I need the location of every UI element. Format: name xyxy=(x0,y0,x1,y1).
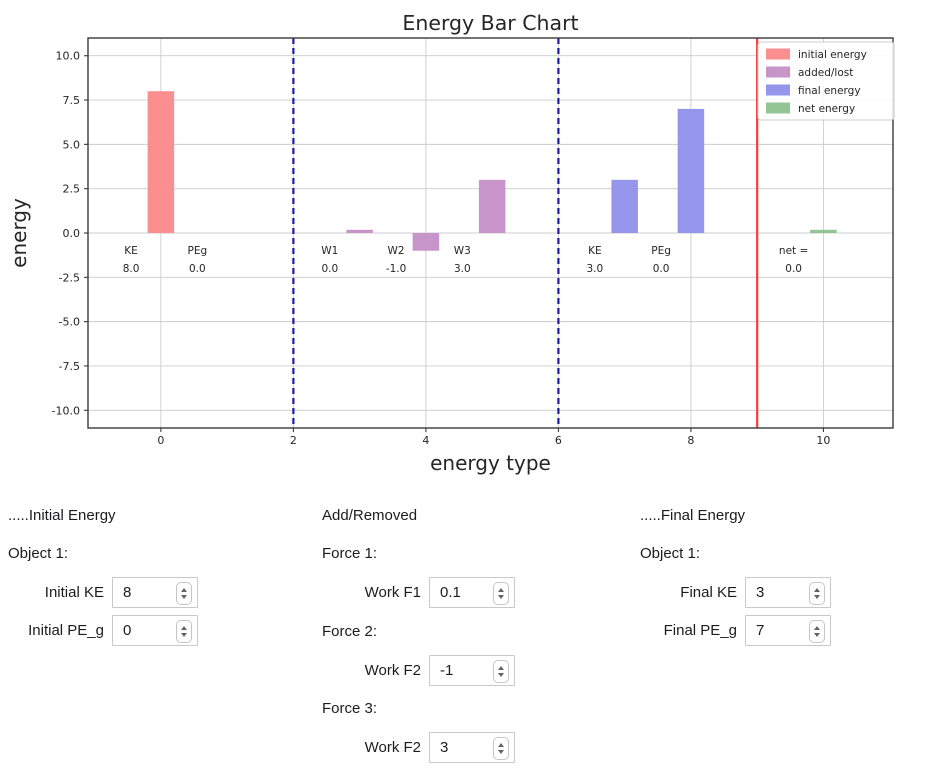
add-removed-section-title: Add/Removed xyxy=(322,507,418,524)
legend-swatch xyxy=(766,84,790,96)
work-f1-field xyxy=(429,577,515,608)
force2-heading: Force 2: xyxy=(322,623,378,640)
legend-swatch xyxy=(766,48,790,60)
initial-peg-stepper[interactable] xyxy=(176,620,192,643)
stepper-down-icon[interactable] xyxy=(181,633,187,637)
work-f3-label: Work F2 xyxy=(364,739,421,756)
bar-value-label: 0.0 xyxy=(321,263,338,275)
legend-label: added/lost xyxy=(798,67,853,79)
bar-value-label: 0.0 xyxy=(785,263,802,275)
bar-ke xyxy=(611,179,638,233)
bar-name-label: PEg xyxy=(651,245,671,257)
chart-svg: KE 8.0 PEg 0.0 W1 0.0 W2 -1.0 W3 3.0 KE 3.0 PEg 0.0 ne… xyxy=(7,11,895,475)
bar-value-label: 3.0 xyxy=(454,263,471,275)
bar-ke xyxy=(147,91,175,233)
final-peg-label: Final PE_g xyxy=(663,622,737,639)
final-peg-field xyxy=(745,615,831,646)
bar-w3 xyxy=(478,179,506,233)
stepper-up-icon[interactable] xyxy=(498,743,504,747)
energy-bar-chart: KE 8.0 PEg 0.0 W1 0.0 W2 -1.0 W3 3.0 KE 3.0 PEg 0.0 ne… xyxy=(7,11,895,475)
work-f1-stepper[interactable] xyxy=(493,582,509,605)
x-tick-label: 8 xyxy=(687,434,694,447)
stepper-down-icon[interactable] xyxy=(498,595,504,599)
stepper-up-icon[interactable] xyxy=(181,588,187,592)
y-tick-label: 5.0 xyxy=(63,138,81,151)
work-f3-stepper[interactable] xyxy=(493,737,509,760)
initial-ke-stepper[interactable] xyxy=(176,582,192,605)
bar-value-label: 3.0 xyxy=(587,263,604,275)
y-tick-label: -7.5 xyxy=(59,360,80,373)
legend-label: initial energy xyxy=(798,49,867,61)
x-tick-label: 2 xyxy=(290,434,297,447)
stepper-down-icon[interactable] xyxy=(498,673,504,677)
final-peg-stepper[interactable] xyxy=(809,620,825,643)
x-tick-label: 4 xyxy=(422,434,429,447)
final-energy-section-title: .....Final Energy xyxy=(640,507,746,524)
bar-name-label: KE xyxy=(124,245,138,257)
initial-peg-label: Initial PE_g xyxy=(28,622,104,639)
object1-heading-final: Object 1: xyxy=(640,545,701,562)
initial-peg-field xyxy=(112,615,198,646)
y-tick-label: -2.5 xyxy=(59,271,80,284)
y-tick-label: 7.5 xyxy=(63,94,81,107)
stepper-down-icon[interactable] xyxy=(181,595,187,599)
legend-label: final energy xyxy=(798,85,861,97)
bar-w1 xyxy=(346,229,373,233)
stepper-up-icon[interactable] xyxy=(498,666,504,670)
stepper-up-icon[interactable] xyxy=(498,588,504,592)
legend-box xyxy=(757,41,895,121)
bar-name-label: KE xyxy=(588,245,602,257)
final-ke-field xyxy=(745,577,831,608)
initial-ke-label: Initial KE xyxy=(44,584,104,601)
work-f2-field xyxy=(429,655,515,686)
bar-value-label: 0.0 xyxy=(653,263,670,275)
stepper-down-icon[interactable] xyxy=(498,750,504,754)
y-tick-label: 2.5 xyxy=(63,183,81,196)
bar-w2 xyxy=(412,233,440,251)
work-f2-stepper[interactable] xyxy=(493,660,509,683)
work-f3-field xyxy=(429,732,515,763)
x-tick-label: 0 xyxy=(157,434,164,447)
y-tick-label: -10.0 xyxy=(52,404,80,417)
work-f2-label: Work F2 xyxy=(364,662,421,679)
work-f1-label: Work F1 xyxy=(364,584,421,601)
y-tick-label: 10.0 xyxy=(56,50,81,63)
legend-swatch xyxy=(766,102,790,114)
bar-peg xyxy=(677,108,705,233)
stepper-up-icon[interactable] xyxy=(181,626,187,630)
stepper-up-icon[interactable] xyxy=(814,626,820,630)
y-axis-label: energy xyxy=(7,198,31,268)
stepper-down-icon[interactable] xyxy=(814,595,820,599)
object1-heading-initial: Object 1: xyxy=(8,545,69,562)
y-tick-label: 0.0 xyxy=(63,227,81,240)
stepper-up-icon[interactable] xyxy=(814,588,820,592)
legend-label: net energy xyxy=(798,103,855,115)
y-tick-label: -5.0 xyxy=(59,316,80,329)
x-axis-label: energy type xyxy=(430,451,551,475)
bar-value-label: 8.0 xyxy=(123,263,140,275)
bar-name-label: W2 xyxy=(388,245,405,257)
stepper-down-icon[interactable] xyxy=(814,633,820,637)
x-tick-label: 10 xyxy=(816,434,830,447)
bar-name-label: W1 xyxy=(321,245,338,257)
force3-heading: Force 3: xyxy=(322,700,378,717)
bar-value-label: -1.0 xyxy=(386,263,407,275)
initial-ke-field xyxy=(112,577,198,608)
legend-swatch xyxy=(766,66,790,78)
bar-name-label: net = xyxy=(779,245,808,257)
final-ke-stepper[interactable] xyxy=(809,582,825,605)
chart-title: Energy Bar Chart xyxy=(402,11,578,35)
bar-name-label: W3 xyxy=(454,245,471,257)
bar-name-label: PEg xyxy=(188,245,208,257)
force1-heading: Force 1: xyxy=(322,545,378,562)
x-tick-label: 6 xyxy=(555,434,562,447)
initial-energy-section-title: .....Initial Energy xyxy=(8,507,116,524)
bar-net xyxy=(810,229,837,233)
final-ke-label: Final KE xyxy=(680,584,737,601)
bar-value-label: 0.0 xyxy=(189,263,206,275)
